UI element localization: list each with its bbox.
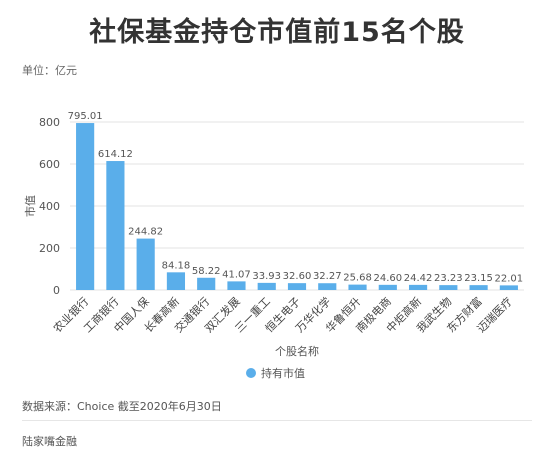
data-label: 84.18 — [162, 260, 191, 271]
legend-label: 持有市值 — [261, 366, 305, 380]
bar — [76, 123, 95, 290]
data-label: 24.42 — [404, 273, 433, 284]
bar — [318, 283, 337, 290]
data-label: 33.93 — [252, 271, 281, 282]
data-label: 614.12 — [98, 149, 133, 160]
bar — [439, 285, 458, 290]
bar — [287, 283, 307, 290]
legend-marker — [246, 368, 256, 378]
brand-label: 陆家嘴金融 — [22, 435, 77, 448]
bar — [408, 284, 428, 290]
bar — [348, 284, 367, 290]
unit-label: 单位：亿元 — [22, 64, 77, 77]
bar-chart: 0200400600800市值795.01农业银行614.12工商银行244.8… — [23, 111, 524, 380]
bar — [469, 285, 488, 290]
y-axis-label: 市值 — [23, 195, 37, 217]
data-label: 32.27 — [313, 271, 342, 282]
x-axis-label: 个股名称 — [275, 344, 319, 358]
bar — [227, 281, 246, 290]
bar — [378, 284, 397, 290]
source-note: 数据来源：Choice 截至2020年6月30日 — [22, 400, 222, 413]
bar — [106, 161, 125, 290]
data-label: 24.60 — [373, 273, 402, 284]
data-label: 41.07 — [222, 269, 251, 280]
bar — [499, 285, 518, 290]
chart-title: 社保基金持仓市值前15名个股 — [89, 17, 465, 48]
y-tick-label: 200 — [39, 242, 60, 255]
data-label: 23.15 — [464, 273, 493, 284]
divider — [22, 420, 532, 421]
y-tick-label: 0 — [53, 284, 60, 297]
bar — [197, 277, 216, 290]
y-tick-label: 600 — [39, 158, 60, 171]
bar — [257, 282, 276, 290]
y-tick-label: 800 — [39, 116, 60, 129]
data-label: 23.23 — [434, 273, 463, 284]
y-tick-label: 400 — [39, 200, 60, 213]
data-label: 795.01 — [68, 111, 103, 122]
data-label: 25.68 — [343, 273, 372, 284]
bar — [166, 272, 186, 290]
data-label: 244.82 — [128, 227, 163, 238]
bar — [136, 238, 155, 290]
data-label: 22.01 — [495, 273, 524, 284]
data-label: 32.60 — [283, 271, 312, 282]
data-label: 58.22 — [192, 266, 221, 277]
